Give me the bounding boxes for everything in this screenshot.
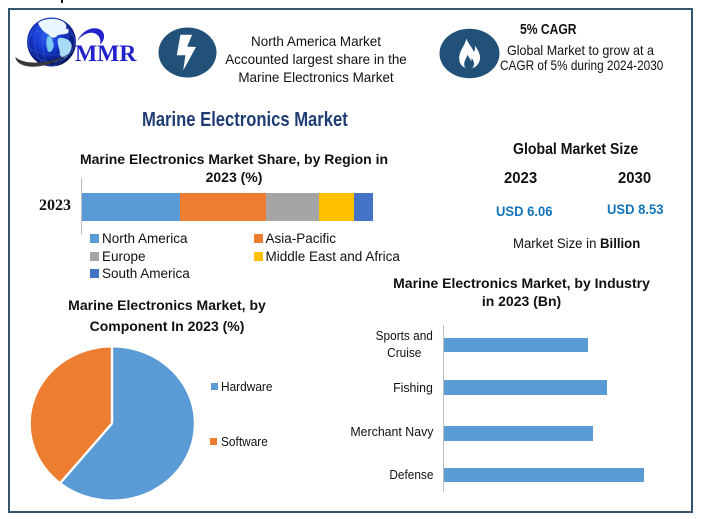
svg-text:MMR: MMR [75,41,137,67]
